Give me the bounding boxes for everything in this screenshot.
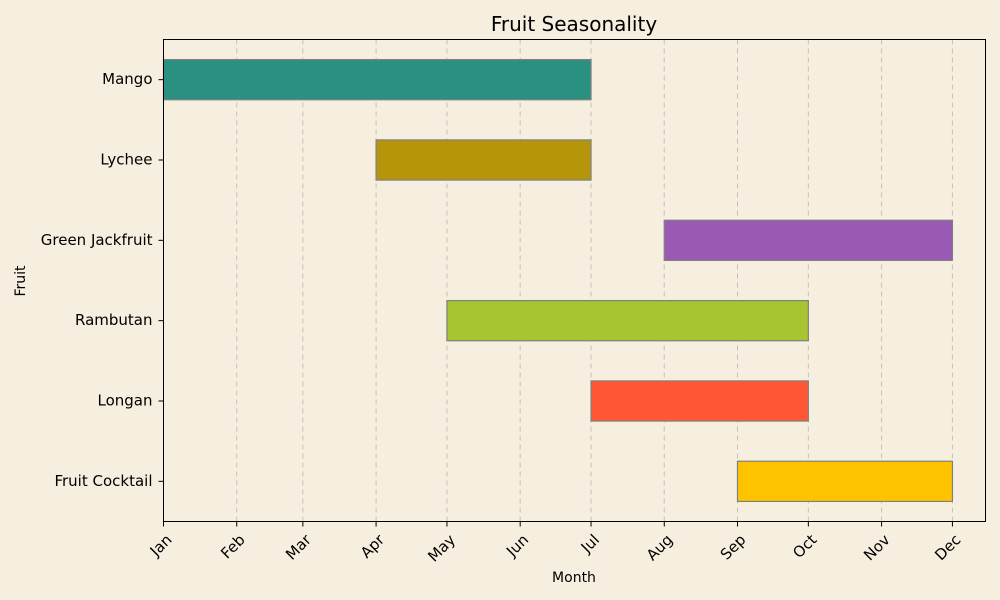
bar-longan: [590, 380, 809, 422]
grid-lines: [163, 39, 953, 522]
bar-lychee: [375, 139, 592, 181]
y-axis-label: Fruit: [13, 265, 29, 297]
y-tick-label: Longan: [98, 392, 153, 410]
bar-mango: [162, 58, 592, 101]
bar-rambutan: [446, 299, 809, 342]
chart-title: Fruit Seasonality: [491, 12, 658, 36]
x-tick-label: Jun: [502, 531, 532, 561]
y-tick-label: Green Jackfruit: [41, 231, 153, 249]
y-tick-label: Rambutan: [75, 311, 153, 329]
x-tick-label: Feb: [217, 531, 249, 563]
y-tick-label: Mango: [102, 70, 152, 88]
x-tick-label: Sep: [717, 531, 750, 564]
y-tick-label: Lychee: [100, 151, 152, 169]
x-axis-label: Month: [552, 570, 596, 586]
x-tick-label: Aug: [643, 531, 676, 564]
y-tick-labels: Mango Lychee Green Jackfruit Rambutan Longan…: [41, 70, 164, 490]
x-tick-label: Apr: [357, 530, 389, 562]
x-tick-label: Mar: [282, 530, 315, 563]
x-tick-labels: Jan Feb Mar Apr May Jun Jul Aug Sep Oct Nov Dec: [146, 521, 964, 566]
y-tick-label: Fruit Cocktail: [54, 472, 152, 490]
x-tick-label: Nov: [860, 531, 894, 565]
bars: [162, 58, 954, 503]
bar-fruit-cocktail: [736, 460, 954, 503]
plot-frame: [163, 39, 986, 522]
x-tick-label: Jan: [146, 531, 176, 561]
x-tick-label: Jul: [577, 531, 603, 557]
x-tick-label: Oct: [789, 531, 820, 562]
bar-green-jackfruit: [663, 219, 954, 262]
x-tick-label: May: [424, 531, 459, 566]
x-tick-label: Dec: [931, 531, 964, 564]
